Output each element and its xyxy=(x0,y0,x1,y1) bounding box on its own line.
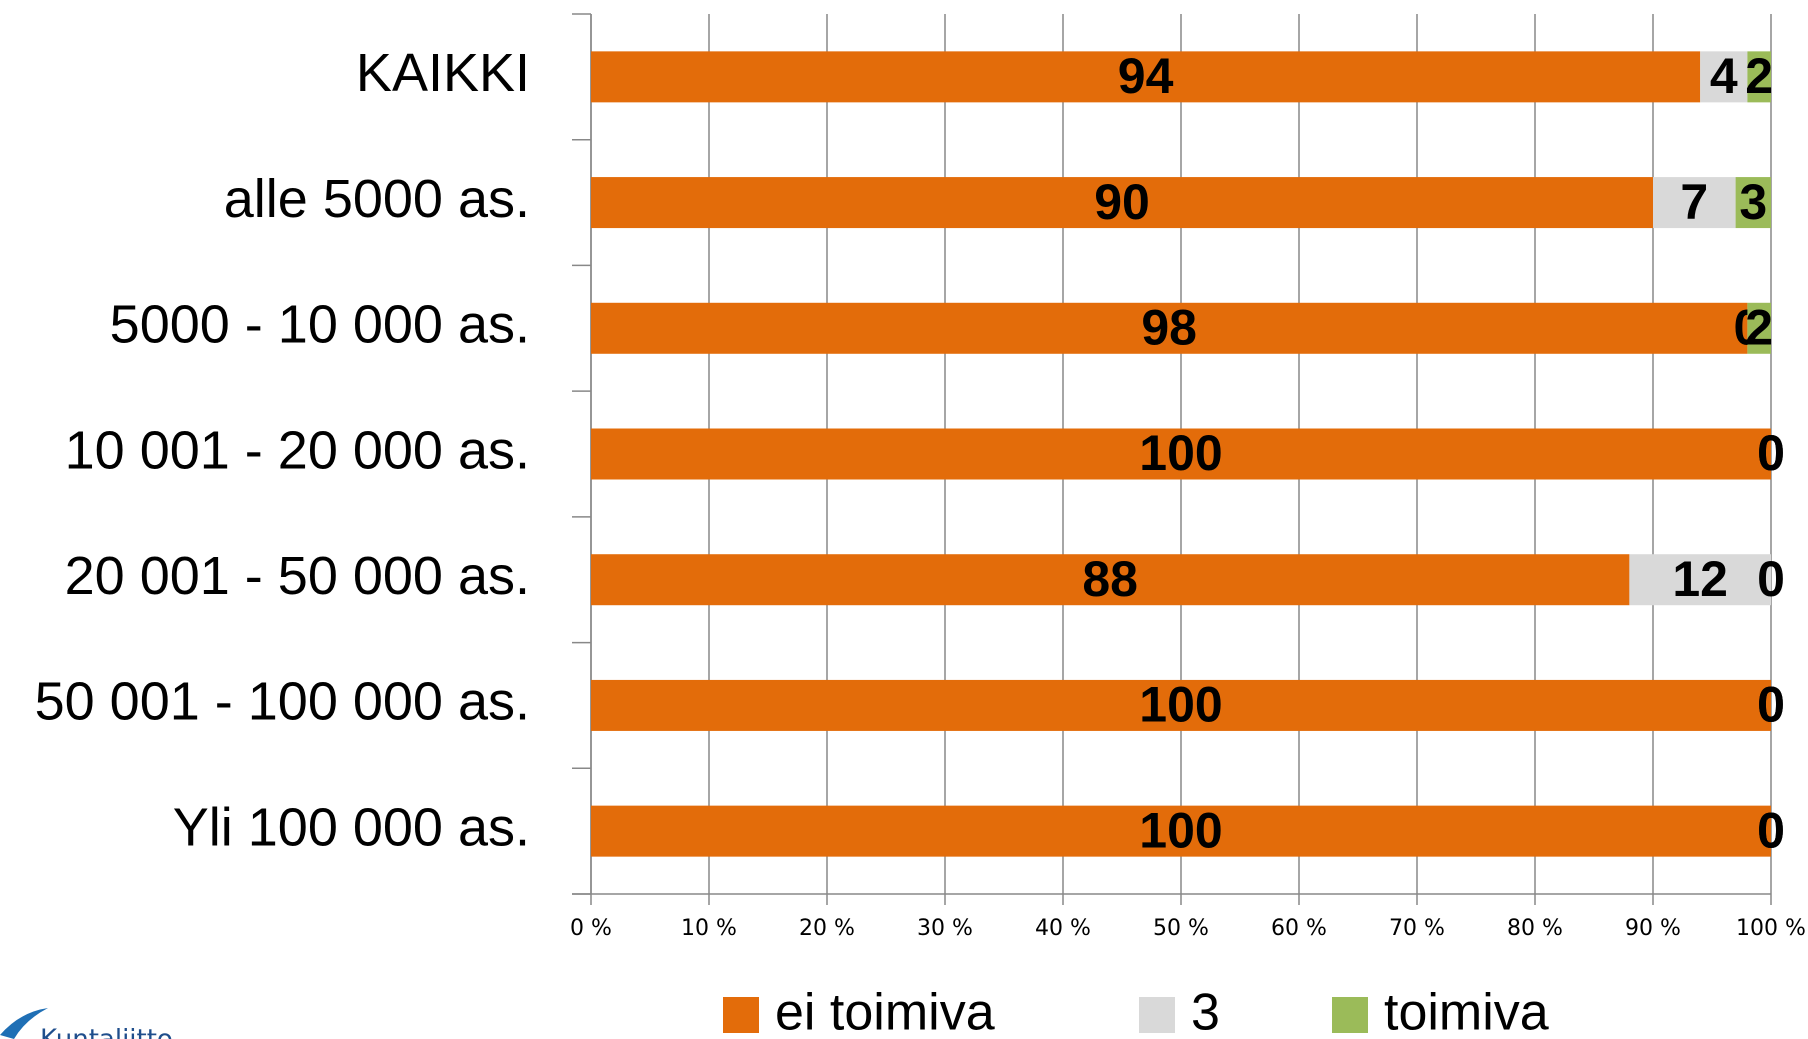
bar-segment xyxy=(1629,554,1771,606)
bar-segment xyxy=(1735,177,1771,229)
x-tick-label: 30 % xyxy=(917,916,973,941)
legend-swatch xyxy=(723,997,759,1033)
data-label: 0 xyxy=(1757,551,1785,607)
data-label: 98 xyxy=(1141,299,1197,355)
data-label: 100 xyxy=(1139,677,1222,733)
bar-segment xyxy=(1747,51,1771,103)
data-label: 12 xyxy=(1672,551,1728,607)
data-label: 2 xyxy=(1745,48,1773,104)
legend-label: ei toimiva xyxy=(775,984,995,1039)
data-label: 0 xyxy=(1757,802,1785,858)
category-label: 10 001 - 20 000 as. xyxy=(65,420,530,480)
data-label: 90 xyxy=(1094,174,1150,230)
bar-segment xyxy=(591,679,1771,731)
bar-segment xyxy=(1747,302,1771,354)
data-label: 94 xyxy=(1118,48,1174,104)
logo-mark xyxy=(0,1008,48,1039)
bar-segment xyxy=(591,177,1653,229)
legend-swatch xyxy=(1332,997,1368,1033)
bar-segment xyxy=(1700,51,1748,103)
data-label: 100 xyxy=(1139,425,1222,481)
x-tick-label: 0 % xyxy=(570,916,612,941)
legend-swatch xyxy=(1139,997,1175,1033)
x-tick-label: 20 % xyxy=(799,916,855,941)
data-label: 0 xyxy=(1757,677,1785,733)
data-label: 4 xyxy=(1710,48,1738,104)
data-label: 0 xyxy=(1757,677,1785,733)
category-label: 20 001 - 50 000 as. xyxy=(65,546,530,606)
category-label: Yli 100 000 as. xyxy=(173,797,530,857)
category-label: KAIKKI xyxy=(356,43,530,103)
x-tick-label: 40 % xyxy=(1035,916,1091,941)
category-label: alle 5000 as. xyxy=(224,169,530,229)
legend-label: toimiva xyxy=(1384,984,1549,1039)
data-label: 100 xyxy=(1139,802,1222,858)
x-tick-label: 10 % xyxy=(681,916,737,941)
data-label: 7 xyxy=(1680,174,1708,230)
category-label: 5000 - 10 000 as. xyxy=(110,295,530,355)
bar-segment xyxy=(591,302,1748,354)
category-label: 50 001 - 100 000 as. xyxy=(35,672,530,732)
logo-text: Kuntaliitto xyxy=(40,1025,173,1039)
x-tick-label: 60 % xyxy=(1271,916,1327,941)
x-tick-label: 90 % xyxy=(1625,916,1681,941)
bar-segment xyxy=(591,554,1630,606)
data-label: 88 xyxy=(1082,551,1138,607)
data-label: 2 xyxy=(1745,299,1773,355)
x-tick-label: 70 % xyxy=(1389,916,1445,941)
data-label: 0 xyxy=(1757,802,1785,858)
bar-segment xyxy=(591,428,1771,480)
bar-segment xyxy=(1653,177,1736,229)
data-label: 0 xyxy=(1757,425,1785,481)
x-tick-label: 100 % xyxy=(1736,916,1806,941)
bar-segment xyxy=(591,51,1701,103)
bar-segment xyxy=(591,805,1771,857)
data-label: 0 xyxy=(1757,425,1785,481)
x-tick-label: 80 % xyxy=(1507,916,1563,941)
data-label: 3 xyxy=(1739,174,1767,230)
x-tick-label: 50 % xyxy=(1153,916,1209,941)
legend-label: 3 xyxy=(1191,984,1220,1039)
